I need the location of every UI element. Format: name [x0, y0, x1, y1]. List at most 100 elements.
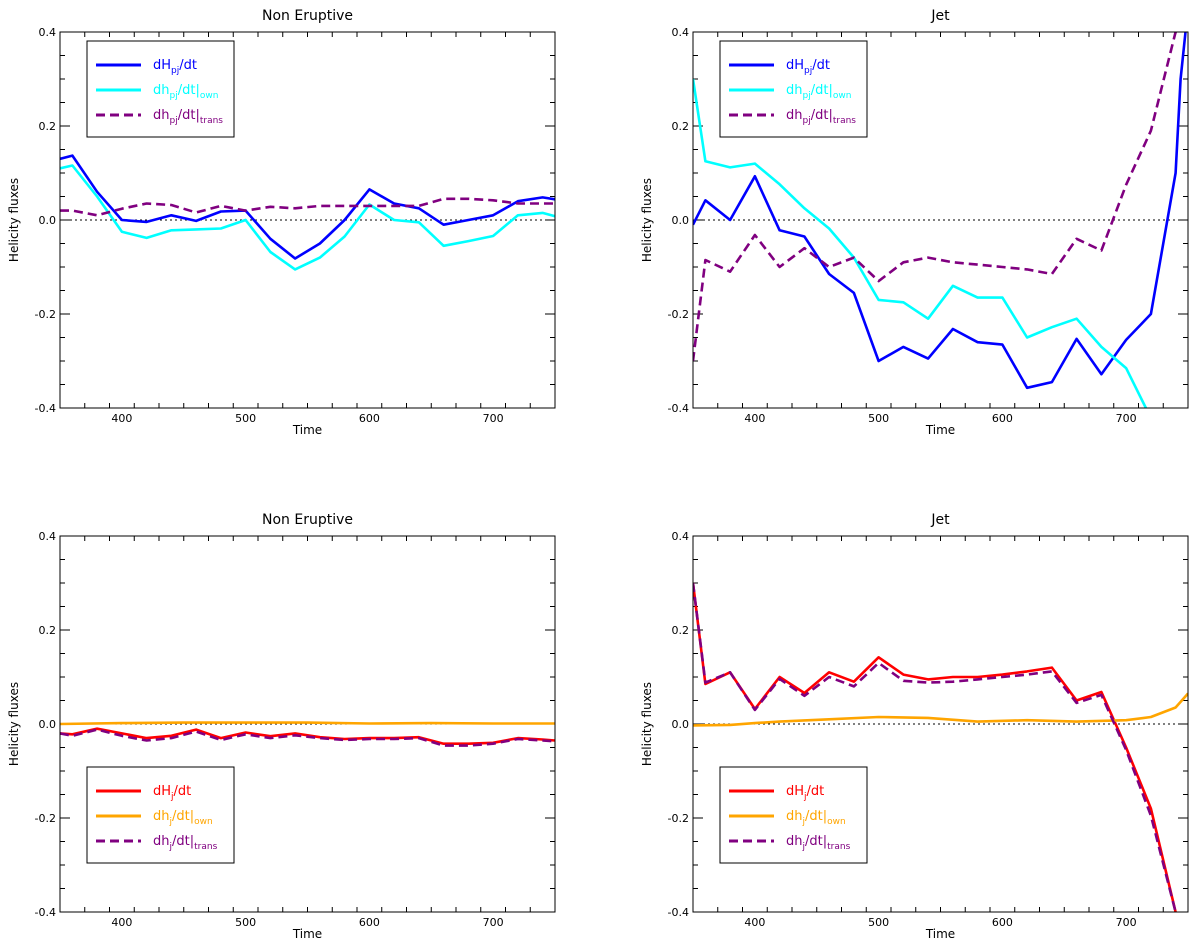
- y-tick-label: -0.2: [668, 308, 689, 321]
- legend-label: dhpj/dt|trans: [153, 108, 223, 126]
- panel-top-left: Non Eruptive 400 500 600 700 -0.4 -0.2 0.0 0.2 0.…: [7, 8, 556, 437]
- plot-frame: [692, 31, 1189, 409]
- y-tick-label: 0.4: [39, 530, 57, 543]
- y-tick-label: 0.0: [39, 214, 57, 227]
- legend-label-sub: pj: [803, 116, 811, 126]
- legend-label-base: dH: [786, 58, 804, 73]
- legend-label-rest: /dt: [172, 834, 190, 849]
- series-line-dh-pj-dt-trans: [693, 32, 1182, 362]
- x-tick-label: 500: [868, 412, 889, 425]
- y-tick-label: 0.2: [39, 120, 57, 133]
- x-tick-label: 400: [111, 916, 132, 929]
- x-tick-label: 700: [483, 916, 504, 929]
- legend-label-bar: |: [190, 834, 194, 849]
- chart-title: Jet: [930, 512, 950, 528]
- legend-label-sub: pj: [170, 116, 178, 126]
- panel-bottom-right: Jet 400 500 600 700 -0.4 -0.2 0.0 0.2 0.4 Time Heli…: [640, 512, 1189, 941]
- legend-label-sub: pj: [171, 66, 179, 76]
- series-line-dh-pj-dt-trans: [60, 197, 555, 217]
- panel-top-right: Jet 400 500 600 700 -0.4 -0.2 0.0 0.2 0.4 Time Heli…: [640, 8, 1189, 437]
- legend-label-tail: own: [194, 817, 213, 827]
- legend-label-sub: j: [802, 842, 806, 852]
- legend-label: dHj/dt: [153, 784, 191, 802]
- legend-label-sub: j: [802, 817, 806, 827]
- legend-label-bar: |: [828, 108, 832, 123]
- legend-label-base: dh: [153, 834, 170, 849]
- x-tick-label: 500: [235, 916, 256, 929]
- y-axis-label: Helicity fluxes: [7, 178, 21, 262]
- y-tick-label: 0.0: [39, 718, 57, 731]
- legend-label-rest: /dt: [178, 108, 196, 123]
- x-tick-label: 500: [868, 916, 889, 929]
- x-axis-label: Time: [292, 927, 322, 941]
- y-tick-label: 0.2: [672, 624, 690, 637]
- legend-label-base: dh: [786, 809, 803, 824]
- legend-label-tail: own: [833, 91, 852, 101]
- x-tick-label: 600: [359, 412, 380, 425]
- chart-title: Jet: [930, 8, 950, 24]
- y-tick-label: -0.4: [668, 402, 689, 415]
- y-tick-label: 0.2: [672, 120, 690, 133]
- x-tick-label: 700: [1116, 412, 1137, 425]
- y-axis-label: Helicity fluxes: [7, 682, 21, 766]
- x-tick-label: 400: [111, 412, 132, 425]
- series-line-dh-j-dt-own: [60, 721, 555, 726]
- legend-label-bar: |: [195, 83, 199, 98]
- legend-label-rest: /dt: [805, 809, 823, 824]
- legend-label-rest: /dt: [807, 784, 825, 799]
- legend-label-rest: /dt: [178, 83, 196, 98]
- x-tick-label: 600: [992, 412, 1013, 425]
- legend-label-base: dH: [786, 784, 804, 799]
- legend-label-rest: /dt: [174, 784, 192, 799]
- legend-label-tail: own: [200, 91, 219, 101]
- series-line-dh-j-dt-own: [693, 692, 1188, 727]
- legend-label-base: dh: [153, 809, 170, 824]
- legend-label-bar: |: [823, 834, 827, 849]
- legend-label: dhpj/dt|own: [153, 83, 218, 101]
- y-axis-label: Helicity fluxes: [640, 178, 654, 262]
- legend-label: dhj/dt|trans: [786, 834, 851, 852]
- legend-label-base: dh: [786, 108, 803, 123]
- legend-label-rest: /dt: [805, 834, 823, 849]
- legend-label-sub: j: [170, 792, 174, 802]
- legend-label-sub: pj: [804, 66, 812, 76]
- y-tick-label: 0.4: [672, 530, 690, 543]
- y-tick-label: -0.4: [668, 906, 689, 919]
- series-group: [60, 721, 555, 747]
- x-tick-label: 600: [359, 916, 380, 929]
- series-line-dh-j-dt-trans: [60, 728, 555, 747]
- legend-label-tail: trans: [827, 842, 850, 852]
- y-axis-label: Helicity fluxes: [640, 682, 654, 766]
- x-axis-label: Time: [925, 423, 955, 437]
- y-tick-label: -0.2: [35, 308, 56, 321]
- legend-label-sub: pj: [170, 91, 178, 101]
- series-group: [693, 582, 1188, 912]
- series-line-dh-j-dt-trans: [693, 582, 1177, 912]
- legend-label: dhpj/dt|trans: [786, 108, 856, 126]
- y-tick-label: 0.4: [672, 26, 690, 39]
- chart-title: Non Eruptive: [262, 512, 353, 528]
- legend-label-bar: |: [828, 83, 832, 98]
- legend-label: dHj/dt: [786, 784, 824, 802]
- legend-label-bar: |: [195, 108, 199, 123]
- x-tick-label: 500: [235, 412, 256, 425]
- legend-label-base: dH: [153, 58, 171, 73]
- series-line-dh-pj-dt-own: [60, 164, 555, 271]
- legend-label-rest: /dt: [811, 108, 829, 123]
- legend-label-tail: trans: [200, 116, 223, 126]
- legend-label-rest: /dt: [811, 83, 829, 98]
- legend-label-sub: pj: [803, 91, 811, 101]
- legend-label-base: dH: [153, 784, 171, 799]
- legend-label: dhj/dt|trans: [153, 834, 218, 852]
- series-line-dh-j-dt: [60, 727, 555, 746]
- chart-title: Non Eruptive: [262, 8, 353, 24]
- x-axis-label: Time: [925, 927, 955, 941]
- y-tick-label: -0.2: [668, 812, 689, 825]
- x-tick-label: 700: [1116, 916, 1137, 929]
- x-tick-label: 400: [744, 412, 765, 425]
- legend-label: dHpj/dt: [786, 58, 830, 76]
- legend-label-rest: /dt: [172, 809, 190, 824]
- legend-label: dHpj/dt: [153, 58, 197, 76]
